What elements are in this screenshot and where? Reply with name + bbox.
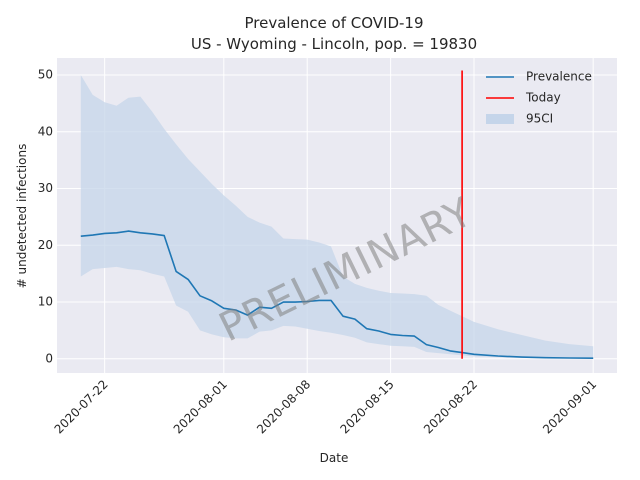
legend-label: Today bbox=[525, 91, 561, 105]
y-tick-label: 0 bbox=[45, 351, 53, 365]
x-axis-label: Date bbox=[320, 451, 349, 465]
legend: Prevalence Today 95CI bbox=[486, 70, 592, 126]
y-tick-label: 40 bbox=[38, 124, 53, 138]
y-axis-label: # undetected infections bbox=[15, 144, 29, 289]
ci-band bbox=[80, 75, 594, 359]
x-tick-label: 2020-08-01 bbox=[171, 377, 230, 436]
x-tick-label: 2020-08-08 bbox=[254, 377, 313, 436]
x-tick-label: 2020-09-01 bbox=[540, 377, 599, 436]
y-tick-label: 30 bbox=[38, 181, 53, 195]
prevalence-line bbox=[80, 230, 594, 359]
legend-label: 95CI bbox=[526, 112, 553, 126]
x-tick-label: 2020-08-22 bbox=[421, 377, 480, 436]
x-tick-label: 2020-07-22 bbox=[52, 377, 111, 436]
chart-title: Prevalence of COVID-19 bbox=[244, 14, 423, 32]
x-axis-ticks: 2020-07-22 2020-08-01 2020-08-08 2020-08-15… bbox=[52, 377, 600, 436]
y-axis-ticks: 0 10 20 30 40 50 bbox=[38, 68, 53, 366]
ci-band-layer bbox=[80, 75, 594, 359]
legend-label: Prevalence bbox=[526, 70, 592, 84]
legend-swatch-95ci bbox=[486, 114, 514, 124]
y-tick-label: 10 bbox=[38, 295, 53, 309]
prevalence-line-layer bbox=[80, 230, 594, 359]
y-tick-label: 50 bbox=[38, 68, 53, 82]
y-tick-label: 20 bbox=[38, 238, 53, 252]
chart-subtitle: US - Wyoming - Lincoln, pop. = 19830 bbox=[191, 35, 477, 53]
x-tick-label: 2020-08-15 bbox=[338, 377, 397, 436]
